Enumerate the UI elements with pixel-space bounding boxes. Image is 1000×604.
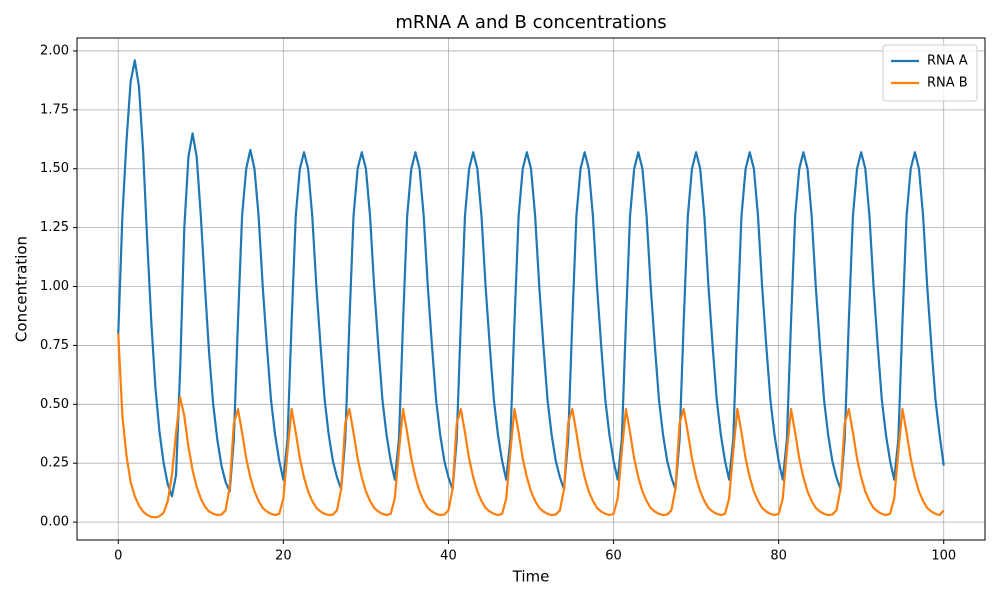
x-tick-label: 100 [931,549,956,564]
chart-title: mRNA A and B concentrations [395,12,666,33]
y-axis-label: Concentration [13,236,31,342]
y-tick-label: 1.75 [40,102,69,117]
plot-frame [76,37,986,541]
y-tick-label: 0.50 [40,397,69,412]
legend-label: RNA B [927,76,968,91]
y-tick-label: 1.25 [40,220,69,235]
y-tick-label: 2.00 [40,43,69,58]
x-axis-label: Time [512,568,550,586]
y-tick-label: 1.50 [40,161,69,176]
x-tick-label: 40 [440,549,457,564]
legend-box [882,44,978,102]
line-series [117,59,945,498]
legend-label: RNA A [927,54,968,69]
line-series [117,333,945,519]
y-tick-label: 0.75 [40,338,69,353]
x-tick-label: 60 [605,549,622,564]
x-tick-label: 20 [275,549,292,564]
y-tick-label: 1.00 [40,279,69,294]
x-tick-label: 80 [770,549,787,564]
y-tick-label: 0.25 [40,456,69,471]
x-tick-label: 0 [114,549,122,564]
y-tick-label: 0.00 [40,515,69,530]
